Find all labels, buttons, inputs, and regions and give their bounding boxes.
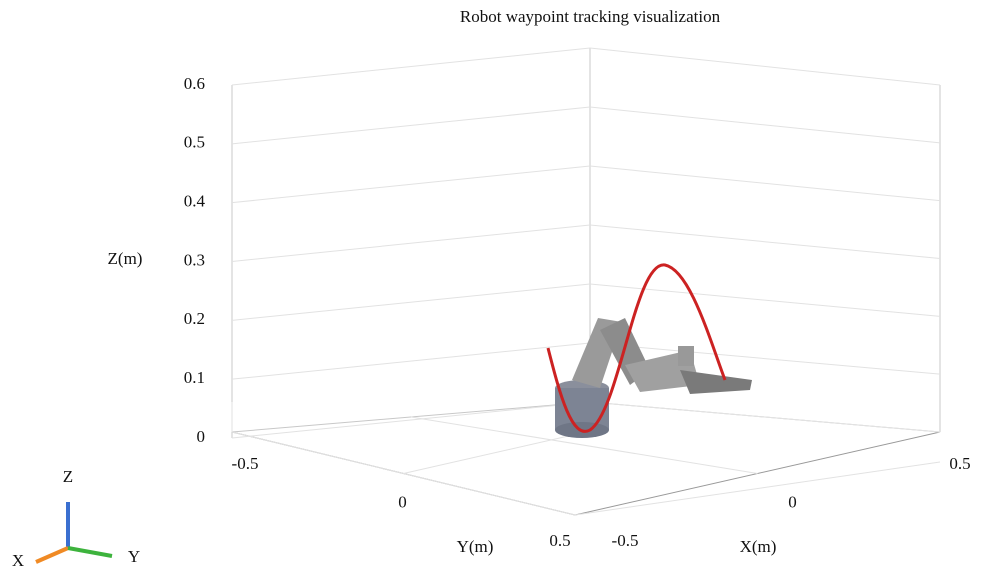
x-tick-label: -0.5: [612, 531, 639, 550]
y-axis-label: Y(m): [457, 537, 494, 556]
grid-line: [575, 462, 940, 515]
x-tick-label: 0.5: [949, 454, 970, 473]
orientation-triad: Z X Y: [12, 467, 140, 570]
y-tick-label: -0.5: [232, 454, 259, 473]
chart-title: Robot waypoint tracking visualization: [460, 7, 721, 26]
y-tick-label: 0.5: [549, 531, 570, 550]
robot: [555, 318, 752, 438]
grid-line: [232, 166, 590, 203]
triad-z: Z: [63, 467, 73, 486]
grid-line: [232, 343, 590, 379]
grid-line: [232, 107, 590, 144]
z-tick-label: 0.2: [184, 309, 205, 328]
z-tick-label: 0.4: [184, 192, 206, 211]
chart: Robot waypoint tracking visualization Y(…: [0, 0, 981, 574]
triad-x: X: [12, 551, 24, 570]
grid-line: [232, 284, 590, 320]
x-axis-label: X(m): [740, 537, 777, 556]
grid: [232, 48, 940, 515]
z-axis-label: Z(m): [108, 249, 143, 268]
grid-line: [590, 225, 940, 259]
grid-line: [404, 432, 587, 474]
z-tick-label: 0.3: [184, 250, 205, 269]
grid-line: [232, 225, 590, 262]
x-tick-label: 0: [788, 492, 797, 511]
z-tick-label: 0.6: [184, 74, 205, 93]
triad-y: Y: [128, 547, 140, 566]
grid-line: [590, 107, 940, 143]
grid-line: [590, 48, 940, 85]
grid-line: [232, 48, 590, 85]
z-tick-label: 0: [197, 427, 206, 446]
z-tick-label: 0.1: [184, 368, 205, 387]
axes-box: [232, 48, 940, 515]
y-tick-label: 0: [398, 492, 407, 511]
grid-line: [232, 402, 590, 438]
z-tick-label: 0.5: [184, 133, 205, 152]
grid-line: [590, 402, 940, 432]
grid-line: [590, 166, 940, 201]
